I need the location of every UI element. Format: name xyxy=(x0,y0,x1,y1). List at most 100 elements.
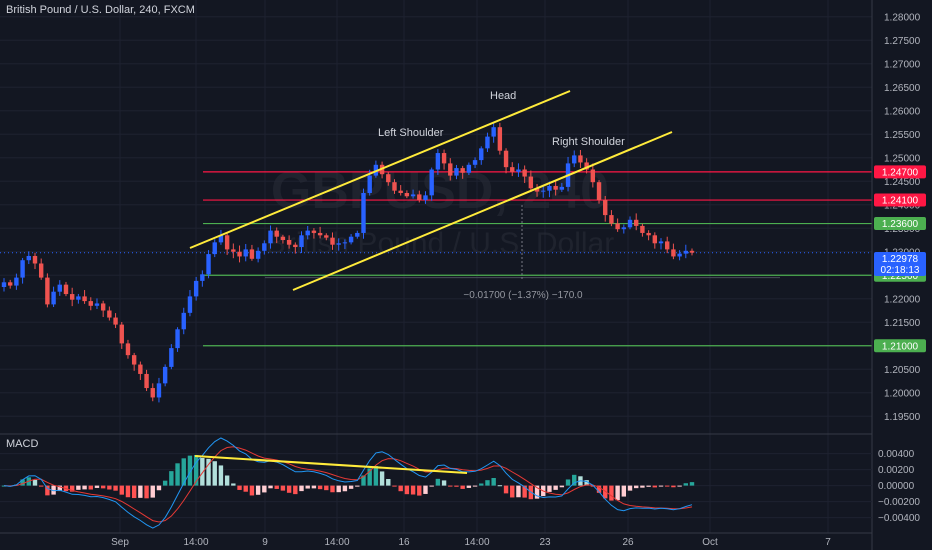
annotation-head: Head xyxy=(490,90,516,102)
macd-tick-label: 0.00400 xyxy=(878,449,915,460)
candle-body xyxy=(522,169,527,177)
candle-body xyxy=(640,225,645,233)
macd-histogram-bar xyxy=(621,485,627,497)
watermark-name: British Pound / U.S. Dollar xyxy=(266,227,614,260)
macd-histogram-bar xyxy=(305,485,310,489)
chart-header-title[interactable]: British Pound / U.S. Dollar, 240, FXCM xyxy=(6,4,195,16)
candle-body xyxy=(342,242,348,244)
level-tag-label: 1.24100 xyxy=(882,196,919,207)
macd-histogram-bar xyxy=(410,485,416,495)
macd-histogram-bar xyxy=(435,478,441,486)
candle-body xyxy=(485,136,490,149)
macd-pane-label: MACD xyxy=(6,438,39,450)
macd-histogram-bar xyxy=(658,485,664,487)
measure-label: −0.01700 (−1.37%) −170.0 xyxy=(463,290,583,301)
time-tick-label: 14:00 xyxy=(183,537,208,548)
candle-body xyxy=(243,249,248,257)
macd-histogram-bar xyxy=(144,485,149,499)
candle-body xyxy=(441,153,447,164)
macd-histogram-bar xyxy=(454,485,459,487)
macd-histogram-bar xyxy=(330,485,335,493)
macd-histogram-bar xyxy=(417,485,422,496)
macd-histogram-bar xyxy=(553,485,558,490)
macd-histogram-bar xyxy=(262,485,267,493)
candle-body xyxy=(423,195,428,201)
macd-histogram-bar xyxy=(516,485,521,498)
macd-histogram-bar xyxy=(379,471,385,486)
candle-body xyxy=(330,237,335,245)
time-tick-label: 26 xyxy=(622,537,634,548)
annotation-left-shoulder: Left Shoulder xyxy=(378,127,444,139)
macd-histogram-bar xyxy=(547,485,552,492)
macd-histogram-bar xyxy=(392,485,397,487)
macd-histogram-bar xyxy=(125,485,131,498)
macd-histogram-bar xyxy=(373,465,379,486)
level-tag-label: 1.22500 xyxy=(882,271,919,282)
candle-body xyxy=(448,163,453,176)
candle-body xyxy=(410,194,416,197)
candle-body xyxy=(206,254,211,275)
macd-histogram-bar xyxy=(324,485,329,491)
level-tag xyxy=(874,165,926,179)
candle-body xyxy=(348,236,354,243)
candle-body xyxy=(658,241,664,244)
macd-histogram-bar xyxy=(243,485,248,492)
candle-body xyxy=(175,329,180,349)
level-tag-label: 1.24700 xyxy=(882,167,919,178)
trendlines[interactable] xyxy=(189,90,673,291)
symbol-watermark: GBPUSD, 240 British Pound / U.S. Dollar xyxy=(266,162,614,260)
candle-body xyxy=(603,200,608,216)
time-axis[interactable]: Sep 14:00 9 14:00 16 14:00 23 26 Oct 7 xyxy=(111,537,831,548)
candlesticks xyxy=(1,122,695,403)
macd-histogram-bar xyxy=(107,485,112,490)
macd-histogram-bar xyxy=(224,475,230,486)
candle-body xyxy=(665,241,670,250)
macd-histogram-bar xyxy=(88,485,93,490)
macd-histogram-bar xyxy=(32,479,38,486)
macd-histogram-bar xyxy=(510,485,515,498)
bottom-right-corner xyxy=(873,534,932,550)
macd-histogram-bar xyxy=(355,485,360,487)
candle-body xyxy=(181,312,186,330)
candle-body xyxy=(224,235,230,250)
candle-body xyxy=(274,230,279,237)
macd-tick-label: −0.00200 xyxy=(878,497,920,508)
candle-body xyxy=(7,282,13,286)
candle-body xyxy=(100,303,106,311)
time-tick-label: 14:00 xyxy=(324,537,349,548)
time-tick-label: 9 xyxy=(262,537,268,548)
candle-body xyxy=(305,230,310,236)
macd-histogram-bar xyxy=(491,477,496,486)
candle-body xyxy=(113,317,118,325)
macd-histogram-bar xyxy=(286,485,292,493)
candle-body xyxy=(32,255,38,264)
macd-histogram-bar xyxy=(20,479,25,486)
candle-body xyxy=(138,364,143,374)
macd-histogram-bar xyxy=(534,485,540,499)
macd-histogram-bar xyxy=(460,485,465,489)
candle-body xyxy=(584,162,589,170)
macd-histogram-bar xyxy=(299,485,304,492)
macd-histogram-bar xyxy=(57,485,62,492)
candle-body xyxy=(404,193,410,197)
price-tick-label: 1.19500 xyxy=(884,412,921,423)
candle-body xyxy=(20,260,25,278)
macd-histogram-bar xyxy=(348,485,354,489)
macd-trendline xyxy=(194,455,468,474)
price-tick-label: 1.28000 xyxy=(884,12,921,23)
candle-body xyxy=(51,291,56,305)
macd-histogram-bar xyxy=(131,485,137,499)
macd-histogram-bar xyxy=(615,485,620,501)
macd-histogram-bar xyxy=(559,485,565,488)
macd-histogram-bar xyxy=(640,485,645,488)
candle-body xyxy=(435,153,441,170)
candle-body xyxy=(634,219,639,226)
macd-histogram-bar xyxy=(466,485,472,488)
macd-pane xyxy=(0,437,872,529)
candle-body xyxy=(94,303,100,306)
macd-histogram-bar xyxy=(665,485,670,487)
macd-histogram-bar xyxy=(280,485,286,491)
macd-histogram-bar xyxy=(181,458,186,486)
candle-body xyxy=(479,148,484,161)
